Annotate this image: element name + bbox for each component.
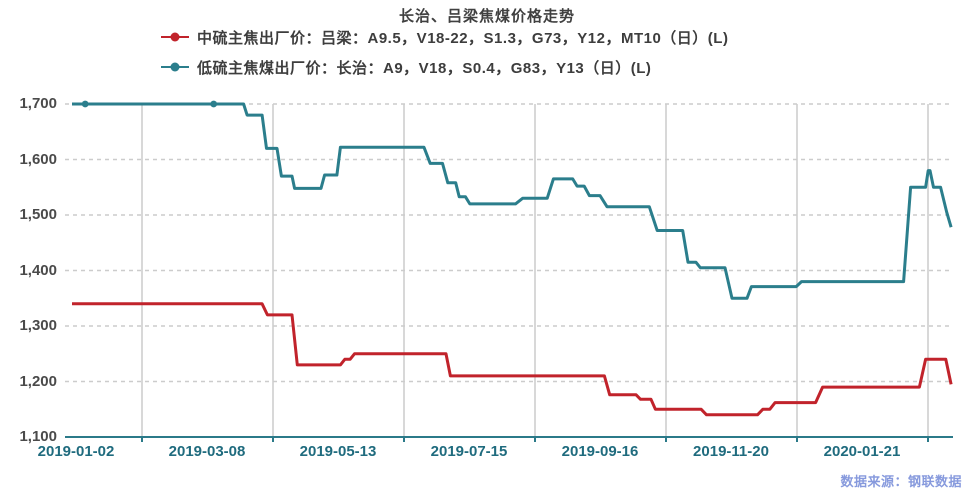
series-point-marker bbox=[81, 100, 89, 108]
x-axis-label: 2019-09-16 bbox=[561, 443, 639, 460]
series-line-mid-sulfur bbox=[72, 302, 953, 417]
series-line-low-sulfur bbox=[72, 102, 953, 300]
y-axis-label: 1,200 bbox=[19, 372, 57, 390]
data-source-watermark: 数据来源：钢联数据 bbox=[840, 474, 962, 489]
chart-title: 长治、吕梁焦煤价格走势 bbox=[398, 8, 575, 25]
y-axis-label: 1,500 bbox=[19, 206, 57, 223]
legend-label-mid-sulfur: 中硫主焦出厂价：吕梁：A9.5，V18-22，S1.3，G73，Y12，MT10… bbox=[197, 29, 729, 47]
legend: 中硫主焦出厂价：吕梁：A9.5，V18-22，S1.3，G73，Y12，MT10… bbox=[160, 22, 728, 82]
x-axis-label: 2020-01-21 bbox=[823, 443, 901, 460]
legend-label-low-sulfur: 低硫主焦煤出厂价：长治：A9，V18，S0.4，G83，Y13（日）(L) bbox=[197, 59, 652, 77]
legend-item-low-sulfur[interactable]: 低硫主焦煤出厂价：长治：A9，V18，S0.4，G83，Y13（日）(L) bbox=[160, 52, 728, 82]
x-axis-label: 2019-05-13 bbox=[299, 443, 377, 460]
y-axis-label: 1,300 bbox=[19, 317, 57, 334]
series-point-marker bbox=[210, 100, 218, 108]
x-axis-label: 2019-11-20 bbox=[693, 443, 769, 460]
line-dot-marker-icon bbox=[161, 62, 189, 72]
x-axis-label: 2019-03-08 bbox=[168, 443, 246, 460]
legend-item-mid-sulfur[interactable]: 中硫主焦出厂价：吕梁：A9.5，V18-22，S1.3，G73，Y12，MT10… bbox=[160, 22, 728, 52]
y-axis-label: 1,700 bbox=[19, 95, 57, 112]
x-axis-label: 2019-01-02 bbox=[37, 443, 115, 460]
line-dot-marker-icon bbox=[161, 32, 189, 42]
y-axis-label: 1,400 bbox=[19, 261, 57, 279]
y-axis-label: 1,100 bbox=[19, 428, 57, 445]
y-axis-label: 1,600 bbox=[19, 150, 57, 168]
x-axis-label: 2019-07-15 bbox=[430, 443, 508, 460]
